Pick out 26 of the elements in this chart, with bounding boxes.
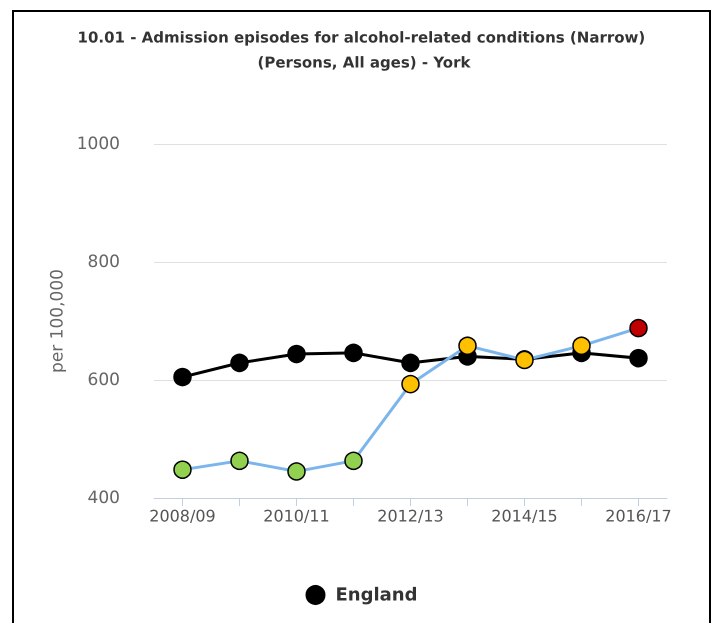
y-tick-label: 400 (88, 488, 120, 508)
point (344, 452, 363, 470)
point (287, 344, 306, 364)
point (629, 318, 648, 338)
point (401, 374, 420, 394)
y-tick-label: 600 (88, 370, 120, 390)
point (173, 460, 192, 479)
chart-title: 10.01 - Admission episodes for alcohol-related conditions (Narrow) (Persons, All ages) - York (78, 28, 650, 72)
x-tick-label: 2012/13 (377, 506, 444, 526)
point (401, 354, 420, 372)
x-tick-label: 2010/11 (263, 506, 330, 526)
point (572, 336, 591, 356)
y-tick-label: 800 (88, 252, 120, 272)
y-axis-title: per 100,000 (47, 269, 68, 373)
x-tick-label: 2008/09 (149, 506, 216, 526)
y-tick-label: 1000 (76, 134, 120, 154)
point (230, 452, 249, 470)
legend-label: England (335, 584, 418, 606)
point (173, 368, 192, 386)
point (287, 462, 306, 481)
point (629, 348, 648, 368)
point (230, 354, 249, 372)
x-tick-label: 2016/17 (605, 506, 672, 526)
x-tick-label: 2014/15 (491, 506, 558, 526)
point (458, 336, 477, 356)
point (344, 344, 363, 362)
